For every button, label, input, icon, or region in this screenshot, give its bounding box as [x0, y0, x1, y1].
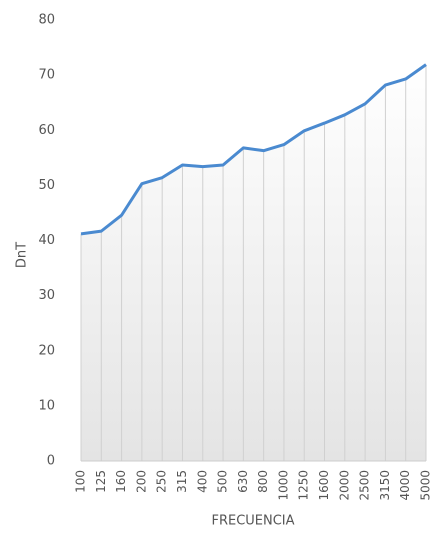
line: [80, 63, 427, 236]
x-tick-label: 1000: [276, 470, 290, 501]
y-axis-label: DnT: [15, 242, 30, 268]
x-tick-label: 630: [236, 470, 250, 493]
x-tick-label: 800: [256, 470, 270, 493]
area: [81, 64, 426, 462]
x-tick-label: 500: [216, 470, 230, 493]
x-tick-label: 400: [195, 470, 209, 493]
x-tick-label: 125: [94, 470, 108, 493]
x-axis-label: FRECUENCIA: [211, 514, 294, 529]
x-tick-label: 2500: [358, 470, 372, 501]
y-tick-label: 20: [38, 343, 55, 358]
y-tick-label: 0: [47, 454, 55, 469]
x-tick-label: 315: [175, 470, 189, 493]
x-tick-label: 200: [134, 470, 148, 493]
y-tick-label: 70: [38, 68, 55, 83]
y-tick-label: 80: [38, 13, 55, 28]
x-tick-label: 1600: [317, 470, 331, 501]
x-tick-label: 4000: [398, 470, 412, 501]
x-tick-label: 100: [74, 470, 88, 493]
y-tick-label: 30: [38, 288, 55, 303]
y-tick-label: 10: [38, 398, 55, 413]
y-tick-label: 40: [38, 233, 55, 248]
x-tick-label: 1250: [297, 470, 311, 501]
x-tick-label: 250: [155, 470, 169, 493]
y-tick-label: 60: [38, 123, 55, 138]
x-tick-label: 5000: [419, 470, 433, 501]
x-tick-label: 3150: [378, 470, 392, 501]
x-tick-label: 160: [114, 470, 128, 493]
x-tick-label: 2000: [337, 470, 351, 501]
y-tick-label: 50: [38, 178, 55, 193]
